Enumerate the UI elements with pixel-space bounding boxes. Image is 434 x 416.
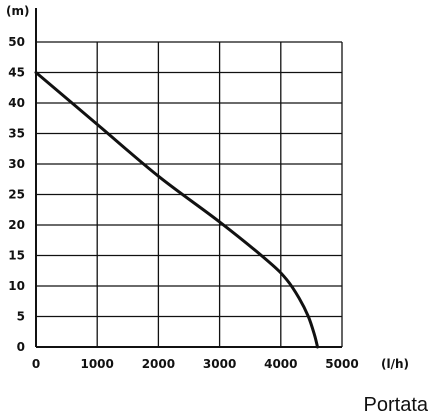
y-tick-label-2: 10 [8, 279, 25, 293]
x-tick-label-3: 3000 [203, 357, 236, 371]
y-tick-label-6: 30 [8, 157, 25, 171]
y-tick-label-7: 35 [8, 127, 25, 141]
x-tick-label-0: 0 [32, 357, 40, 371]
y-tick-label-8: 40 [8, 96, 25, 110]
x-tick-label-2: 2000 [142, 357, 175, 371]
x-tick-label-1: 1000 [80, 357, 113, 371]
y-tick-labels: 0 5 10 15 20 25 30 35 40 45 50 [8, 35, 25, 354]
y-tick-label-1: 5 [17, 310, 25, 324]
y-tick-label-4: 20 [8, 218, 25, 232]
y-tick-label-3: 15 [8, 249, 25, 263]
series-line [34, 71, 320, 349]
x-tick-label-5: 5000 [325, 357, 358, 371]
y-unit-label: (m) [6, 4, 29, 18]
x-unit-label: (l/h) [381, 357, 409, 371]
x-axis-title: Portata [364, 394, 429, 416]
y-tick-label-10: 50 [8, 35, 25, 49]
x-tick-labels: 0 1000 2000 3000 4000 5000 [32, 357, 359, 371]
y-tick-label-9: 45 [8, 66, 25, 80]
grid [36, 41, 343, 347]
y-tick-label-5: 25 [8, 188, 25, 202]
y-tick-label-0: 0 [17, 340, 25, 354]
x-tick-label-4: 4000 [264, 357, 297, 371]
